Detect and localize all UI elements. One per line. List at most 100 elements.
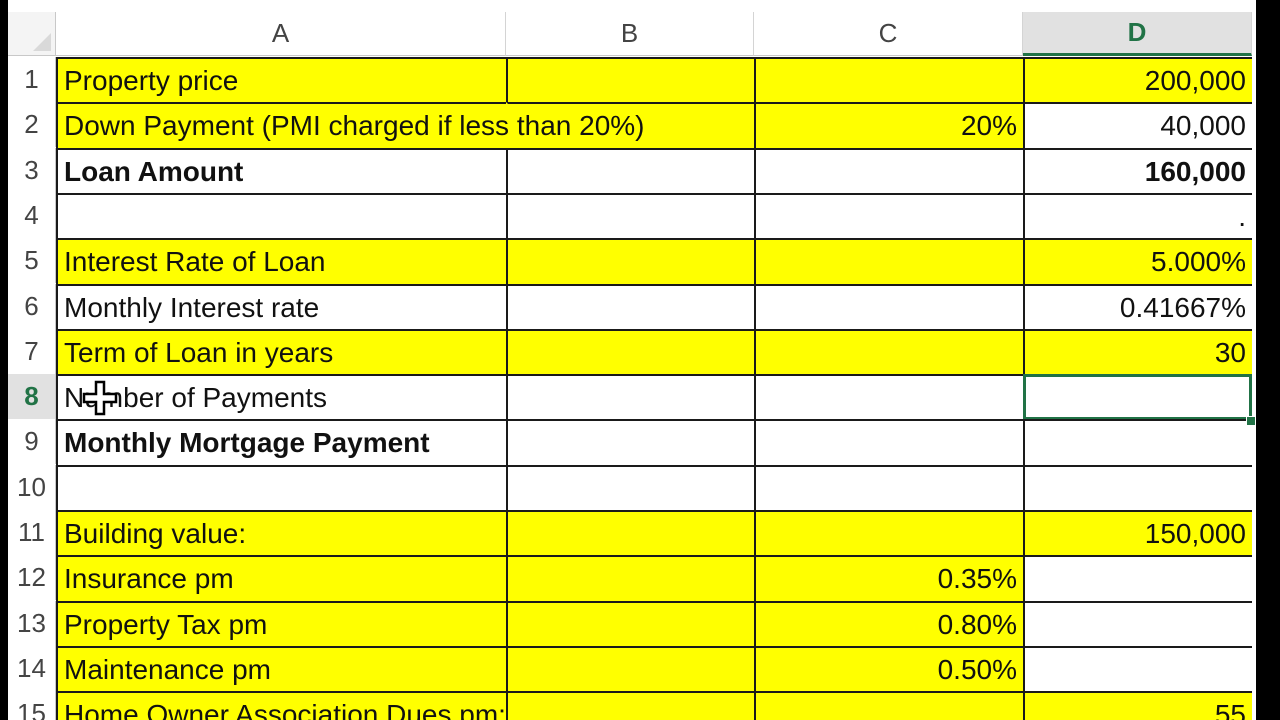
cell-d12[interactable] [1023, 555, 1252, 601]
cell-d4[interactable]: . [1023, 193, 1252, 239]
cell-d11[interactable]: 150,000 [1023, 510, 1252, 556]
column-header-b[interactable]: B [506, 12, 754, 56]
cell-a8-fill [56, 374, 506, 420]
cell-a12-fill [56, 555, 506, 601]
cell-d10[interactable] [1023, 465, 1252, 511]
cell-d3[interactable]: 160,000 [1023, 148, 1252, 194]
video-frame-left [0, 0, 8, 720]
row-header-2[interactable]: 2 [8, 102, 56, 147]
cell-b3[interactable] [506, 148, 754, 194]
cell-a14-fill [56, 646, 506, 692]
cell-d13[interactable] [1023, 601, 1252, 647]
cell-c11[interactable] [754, 510, 1023, 556]
cell-a8[interactable]: Number of Payments [56, 374, 506, 420]
cell-b5[interactable] [506, 238, 754, 284]
fill-handle[interactable] [1246, 416, 1256, 426]
cell-c5[interactable] [754, 238, 1023, 284]
cell-d15[interactable]: 55 [1023, 691, 1252, 720]
cell-b10[interactable] [506, 465, 754, 511]
cell-d9[interactable] [1023, 419, 1252, 465]
cell-a13[interactable]: Property Tax pm [56, 601, 506, 647]
cell-c8[interactable] [754, 374, 1023, 420]
cell-b15[interactable] [506, 691, 754, 720]
cell-a1[interactable]: Property price [56, 57, 506, 103]
cell-c3[interactable] [754, 148, 1023, 194]
row-header-10[interactable]: 10 [8, 465, 56, 510]
cell-a15[interactable]: Home Owner Association Dues pm: [56, 691, 506, 720]
video-frame-right [1256, 0, 1280, 720]
row-header-5[interactable]: 5 [8, 238, 56, 283]
cell-b1[interactable] [506, 57, 754, 103]
cell-a7[interactable]: Term of Loan in years [56, 329, 506, 375]
cell-c4[interactable] [754, 193, 1023, 239]
cell-a4[interactable] [56, 193, 506, 239]
cell-c12[interactable]: 0.35% [754, 555, 1023, 601]
cell-b14[interactable] [506, 646, 754, 692]
cell-c9[interactable] [754, 419, 1023, 465]
cell-b7[interactable] [506, 329, 754, 375]
cell-a5[interactable]: Interest Rate of Loan [56, 238, 506, 284]
cell-d8[interactable] [1023, 374, 1252, 420]
cell-c2[interactable]: 20% [754, 102, 1023, 148]
move-crosshair-icon [82, 380, 118, 422]
cell-b11[interactable] [506, 510, 754, 556]
cell-b2[interactable] [506, 102, 754, 148]
cell-a1-fill [56, 57, 506, 103]
cell-a3[interactable]: Loan Amount [56, 148, 506, 194]
cell-b12[interactable] [506, 555, 754, 601]
cell-a2-fill [56, 102, 506, 148]
cell-d1[interactable]: 200,000 [1023, 57, 1252, 103]
cell-a11-fill [56, 510, 506, 556]
cell-a9-fill [56, 419, 506, 465]
cell-d2[interactable]: 40,000 [1023, 102, 1252, 148]
cell-a6[interactable]: Monthly Interest rate [56, 284, 506, 330]
row-header-15[interactable]: 15 [8, 691, 56, 720]
cell-a7-fill [56, 329, 506, 375]
cell-a13-fill [56, 601, 506, 647]
row-header-11[interactable]: 11 [8, 510, 56, 555]
cell-b8[interactable] [506, 374, 754, 420]
row-header-14[interactable]: 14 [8, 646, 56, 691]
cell-a3-fill [56, 148, 506, 194]
cell-d14[interactable] [1023, 646, 1252, 692]
cell-b13[interactable] [506, 601, 754, 647]
cell-d5[interactable]: 5.000% [1023, 238, 1252, 284]
row-header-12[interactable]: 12 [8, 555, 56, 600]
cell-a14[interactable]: Maintenance pm [56, 646, 506, 692]
row-header-13[interactable]: 13 [8, 601, 56, 646]
cell-b4[interactable] [506, 193, 754, 239]
row-header-3[interactable]: 3 [8, 148, 56, 193]
row-header-9[interactable]: 9 [8, 419, 56, 464]
cell-a10[interactable] [56, 465, 506, 511]
cell-c7[interactable] [754, 329, 1023, 375]
row-header-1[interactable]: 1 [8, 57, 56, 102]
column-header-a[interactable]: A [56, 12, 506, 56]
cell-c1[interactable] [754, 57, 1023, 103]
cell-a12[interactable]: Insurance pm [56, 555, 506, 601]
select-all-button[interactable] [8, 12, 56, 56]
cell-c13[interactable]: 0.80% [754, 601, 1023, 647]
cell-c10[interactable] [754, 465, 1023, 511]
cell-b9[interactable] [506, 419, 754, 465]
column-header-d[interactable]: D [1023, 12, 1252, 56]
cell-c6[interactable] [754, 284, 1023, 330]
column-header-c[interactable]: C [754, 12, 1023, 56]
cell-b6[interactable] [506, 284, 754, 330]
cell-a4-fill [56, 193, 506, 239]
row-header-6[interactable]: 6 [8, 284, 56, 329]
cell-a9[interactable]: Monthly Mortgage Payment [56, 419, 506, 465]
cell-d6[interactable]: 0.41667% [1023, 284, 1252, 330]
cell-a15-fill [56, 691, 506, 720]
cell-a11[interactable]: Building value: [56, 510, 506, 556]
cell-c15[interactable] [754, 691, 1023, 720]
row-header-4[interactable]: 4 [8, 193, 56, 238]
cell-a2[interactable]: Down Payment (PMI charged if less than 2… [56, 102, 644, 148]
cell-c14[interactable]: 0.50% [754, 646, 1023, 692]
cell-a10-fill [56, 465, 506, 511]
cell-d7[interactable]: 30 [1023, 329, 1252, 375]
cell-a5-fill [56, 238, 506, 284]
row-header-8[interactable]: 8 [8, 374, 56, 419]
cell-a6-fill [56, 284, 506, 330]
row-header-7[interactable]: 7 [8, 329, 56, 374]
